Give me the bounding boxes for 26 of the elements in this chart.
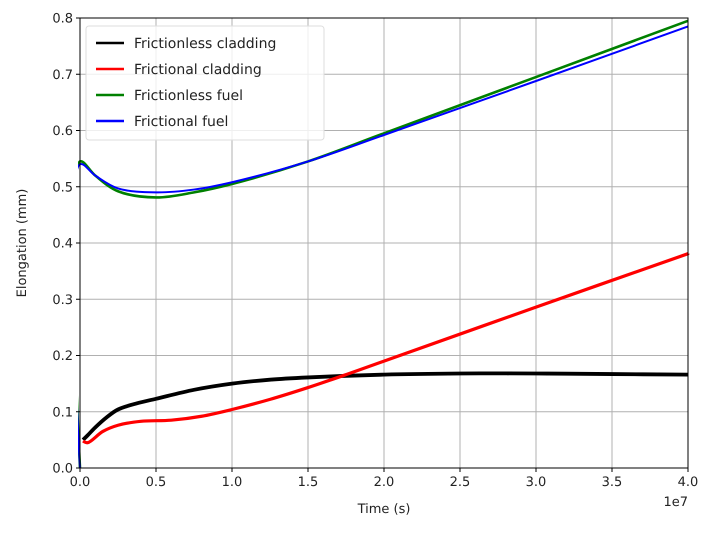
y-tick-label: 0.6 — [52, 124, 73, 139]
legend-label: Frictionless cladding — [134, 36, 276, 52]
legend-label: Frictionless fuel — [134, 88, 244, 104]
x-axis-title: Time (s) — [356, 502, 410, 517]
x-tick-label: 4.0 — [678, 475, 698, 490]
y-tick-label: 0.8 — [52, 12, 73, 26]
legend-label: Frictional fuel — [134, 114, 228, 130]
x-tick-label: 3.5 — [602, 475, 622, 490]
x-tick-label: 0.5 — [146, 475, 166, 490]
y-axis-title: Elongation (mm) — [15, 188, 30, 298]
y-tick-label: 0.0 — [52, 462, 73, 476]
x-tick-label: 3.0 — [526, 475, 546, 490]
y-tick-label: 0.1 — [52, 405, 73, 420]
x-tick-label: 1.5 — [298, 475, 318, 490]
y-tick-label: 0.7 — [52, 68, 73, 83]
x-tick-label: 2.5 — [450, 475, 470, 490]
x-tick-label: 0.0 — [70, 475, 90, 490]
y-tick-label: 0.3 — [52, 292, 73, 308]
line-series — [81, 252, 690, 444]
x-tick-label: 1.0 — [222, 475, 242, 490]
text: 1e7 — [663, 495, 688, 510]
x-tick-label: 2.0 — [374, 475, 394, 490]
y-tick-label: 0.2 — [52, 349, 73, 364]
y-tick-label: 0.4 — [52, 236, 73, 252]
y-tick-label: 0.5 — [52, 180, 73, 196]
legend-label: Frictional cladding — [134, 62, 262, 78]
